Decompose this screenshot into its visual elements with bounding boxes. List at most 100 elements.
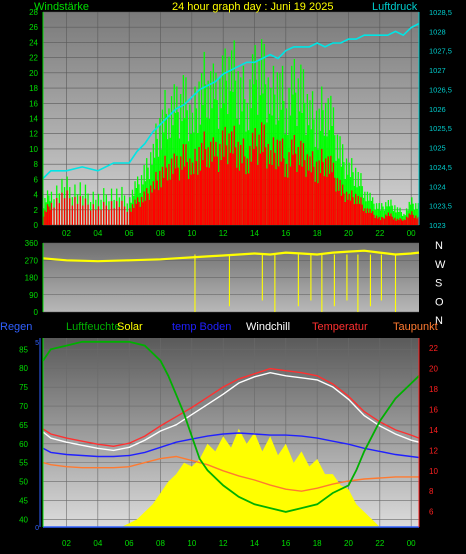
left-tick-label: 28 bbox=[29, 8, 38, 17]
wind-avg-bar bbox=[217, 172, 220, 225]
wind-gust-bar bbox=[377, 208, 379, 225]
left-tick-label: 14 bbox=[29, 115, 38, 124]
wind-gust-bar bbox=[399, 207, 401, 225]
wind-avg-bar bbox=[266, 168, 268, 225]
wind-avg-bar bbox=[116, 201, 118, 225]
wind-gust-bar bbox=[417, 203, 419, 225]
wind-avg-bar bbox=[232, 153, 234, 225]
temperature-tick-label: 10 bbox=[429, 467, 438, 476]
humidity-tick-label: 75 bbox=[19, 383, 28, 392]
wind-avg-bar bbox=[186, 162, 188, 225]
wind-gust-bar bbox=[378, 203, 380, 225]
wind-avg-bar bbox=[79, 196, 81, 225]
wind-avg-bar bbox=[105, 205, 107, 225]
wind-avg-bar bbox=[163, 177, 165, 225]
wind-avg-bar bbox=[325, 158, 327, 225]
wind-avg-bar bbox=[225, 145, 228, 225]
wind-avg-bar bbox=[155, 171, 157, 225]
wind-avg-bar bbox=[351, 190, 353, 225]
wind-avg-bar bbox=[276, 139, 278, 225]
wind-avg-bar bbox=[395, 220, 397, 225]
compass-label: N bbox=[435, 315, 443, 327]
wind-gust-bar bbox=[402, 215, 404, 225]
wind-avg-bar bbox=[156, 180, 158, 225]
x-tick-label: 02 bbox=[62, 229, 71, 238]
wind-avg-bar bbox=[50, 202, 53, 225]
wind-avg-bar bbox=[330, 155, 332, 225]
wind-avg-bar bbox=[139, 206, 141, 225]
wind-avg-bar bbox=[82, 205, 84, 225]
left-tick-label: 26 bbox=[29, 23, 38, 32]
wind-avg-bar bbox=[181, 169, 183, 225]
wind-avg-bar bbox=[110, 201, 113, 225]
wind-avg-bar bbox=[97, 206, 100, 225]
wind-avg-bar bbox=[377, 218, 379, 225]
wind-avg-bar bbox=[347, 199, 349, 225]
wind-avg-bar bbox=[267, 143, 269, 225]
wind-avg-bar bbox=[253, 149, 255, 225]
wind-avg-bar bbox=[237, 141, 239, 225]
wind-avg-bar bbox=[140, 196, 143, 225]
wind-avg-bar bbox=[343, 193, 345, 225]
wind-avg-bar bbox=[193, 173, 195, 225]
wind-avg-bar bbox=[288, 152, 290, 225]
x-tick-label: 12 bbox=[219, 229, 228, 238]
wind-avg-bar bbox=[198, 147, 200, 225]
wind-avg-bar bbox=[279, 140, 281, 225]
wind-avg-bar bbox=[295, 153, 297, 225]
wind-avg-bar bbox=[296, 172, 298, 225]
right-tick-label: 1023,5 bbox=[429, 202, 452, 211]
wind-avg-bar bbox=[129, 208, 131, 225]
wind-gust-bar bbox=[400, 212, 402, 225]
wind-avg-bar bbox=[53, 207, 55, 225]
right-tick-label: 1027,5 bbox=[429, 47, 452, 56]
wind-avg-bar bbox=[365, 213, 367, 225]
x-tick-label: 20 bbox=[344, 229, 353, 238]
wind-avg-bar bbox=[400, 219, 402, 225]
wind-avg-bar bbox=[229, 152, 231, 225]
rain-tick-label: 5 bbox=[35, 340, 39, 347]
wind-avg-bar bbox=[305, 176, 307, 225]
wind-avg-bar bbox=[396, 218, 399, 225]
wind-gust-bar bbox=[379, 210, 382, 225]
wind-avg-bar bbox=[151, 192, 153, 225]
wind-gust-bar bbox=[392, 211, 395, 225]
wind-avg-bar bbox=[263, 124, 265, 225]
x-tick-label: 14 bbox=[250, 539, 259, 548]
x-tick-label: 04 bbox=[93, 539, 102, 548]
wind-avg-bar bbox=[191, 162, 194, 225]
wind-gust-bar bbox=[412, 203, 414, 225]
left-tick-label: 18 bbox=[29, 84, 38, 93]
wind-gust-bar bbox=[176, 86, 178, 225]
wind-avg-bar bbox=[244, 156, 246, 225]
wind-avg-bar bbox=[417, 216, 419, 225]
wind-avg-bar bbox=[353, 204, 355, 225]
compass-label: O bbox=[435, 296, 444, 308]
wind-avg-bar bbox=[352, 197, 354, 225]
wind-avg-bar bbox=[258, 134, 260, 225]
wind-avg-bar bbox=[357, 195, 359, 225]
wind-avg-bar bbox=[309, 156, 311, 225]
x-tick-label: 10 bbox=[187, 539, 196, 548]
wind-avg-bar bbox=[134, 199, 136, 225]
wind-avg-bar bbox=[100, 209, 102, 225]
chart-title: 24 hour graph day : Juni 19 2025 bbox=[172, 1, 333, 13]
direction-line bbox=[42, 249, 420, 263]
wind-avg-bar bbox=[348, 193, 350, 225]
x-tick-label: 18 bbox=[313, 229, 322, 238]
wind-avg-bar bbox=[210, 141, 212, 225]
left-axis-label: Windstärke bbox=[34, 1, 89, 13]
wind-avg-bar bbox=[349, 200, 352, 225]
wind-avg-bar bbox=[56, 198, 58, 225]
wind-avg-bar bbox=[336, 178, 339, 225]
wind-gust-bar bbox=[374, 209, 376, 225]
wind-avg-bar bbox=[311, 151, 314, 225]
wind-avg-bar bbox=[297, 147, 299, 225]
left-tick-label: 10 bbox=[29, 145, 38, 154]
wind-gust-bar bbox=[385, 202, 387, 225]
wind-avg-bar bbox=[184, 166, 186, 225]
wind-gust-bar bbox=[383, 210, 386, 225]
compass-label: N bbox=[435, 240, 443, 252]
wind-avg-bar bbox=[212, 137, 214, 225]
wind-gust-bar bbox=[395, 212, 397, 225]
